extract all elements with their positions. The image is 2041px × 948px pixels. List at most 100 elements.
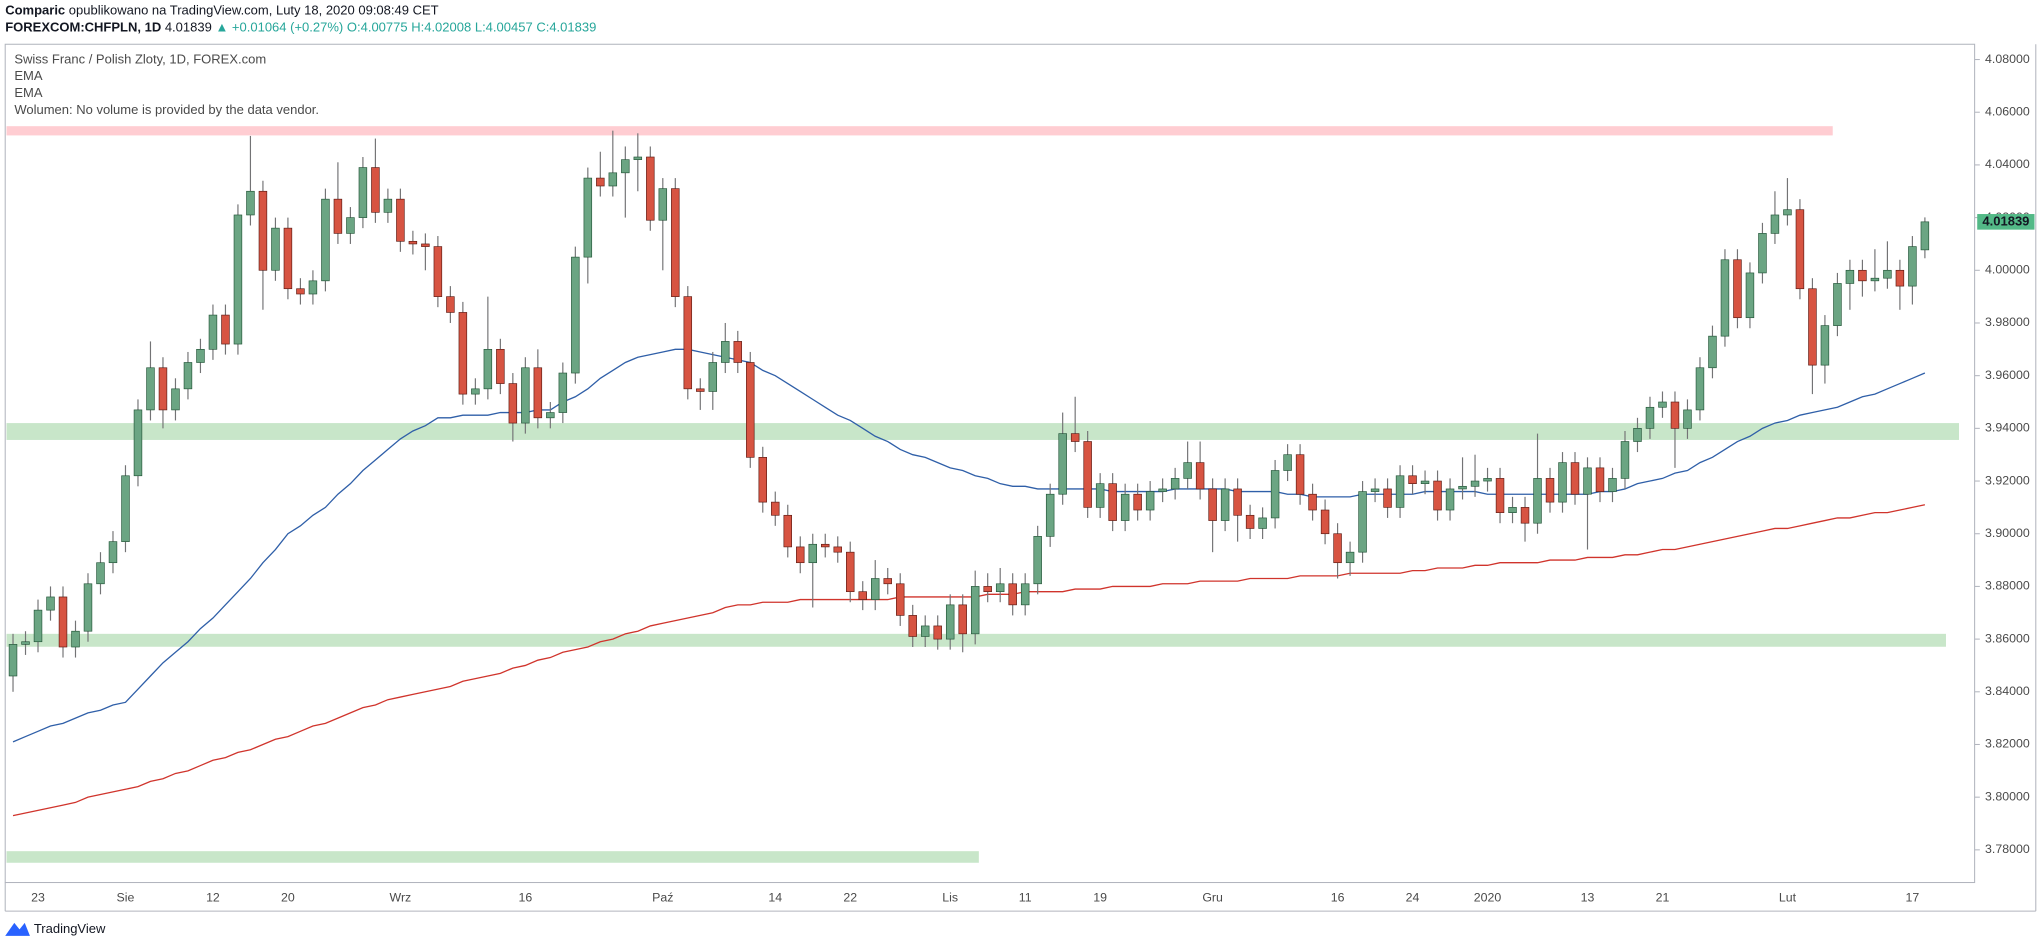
header-line-1: Comparic opublikowano na TradingView.com… (5, 3, 438, 18)
y-tick-label: 3.90000 (1985, 526, 2030, 540)
candle-body (121, 475, 130, 542)
candle-body (1395, 475, 1405, 508)
y-tick-label: 4.06000 (1985, 104, 2030, 118)
candle-body (621, 159, 630, 174)
candle-body (858, 591, 867, 600)
candle-body (33, 609, 43, 643)
y-tick-label: 3.92000 (1985, 473, 2030, 487)
price-zone (6, 126, 1833, 136)
x-tick-label: 16 (518, 890, 532, 904)
logo-icon (5, 922, 30, 936)
plot-frame (4, 43, 1976, 884)
candle-body (1770, 214, 1780, 234)
candle-body (1870, 277, 1880, 282)
candle-body (983, 586, 992, 593)
price-zone (6, 633, 1946, 647)
candle-body (158, 367, 168, 411)
candle-body (1808, 288, 1817, 366)
candle-body (83, 583, 93, 632)
candle-body (196, 348, 205, 363)
y-tick-label: 4.00000 (1985, 263, 2030, 277)
candle-body (233, 214, 243, 345)
ema-lines (12, 348, 1926, 817)
candle-body (583, 177, 593, 258)
candle-body (1845, 269, 1855, 284)
candle-body (1008, 583, 1017, 606)
axes: 3.78000 3.80000 3.82000 3.84000 3.86000 3.880… (31, 52, 2035, 904)
candle-body (1033, 536, 1042, 585)
candle-body (796, 546, 805, 564)
candle-body (1670, 401, 1680, 429)
candle-body (758, 457, 768, 503)
candle-body (646, 156, 655, 221)
candle-body (1833, 283, 1842, 326)
candle-body (658, 188, 668, 221)
x-tick-label: Sie (117, 890, 135, 904)
candle-body (1195, 462, 1205, 490)
x-tick-label: 19 (1093, 890, 1107, 904)
candle-body (433, 246, 443, 297)
candle-body (1058, 433, 1067, 495)
x-tick-label: 22 (843, 890, 857, 904)
legend-title: Swiss Franc / Polish Zloty, 1D, FOREX.co… (14, 51, 266, 66)
x-tick-label: 20 (281, 890, 295, 904)
candle-body (1370, 488, 1380, 492)
candle-body (1470, 480, 1480, 487)
x-tick-label: 16 (1331, 890, 1345, 904)
candle-body (533, 367, 543, 419)
candle-body (1795, 209, 1805, 290)
high: H:4.02008 (411, 20, 471, 35)
candle-body (558, 372, 568, 413)
candle-body (296, 288, 305, 295)
candle-body (483, 348, 493, 390)
candle-body (108, 541, 118, 564)
candle-body (1683, 409, 1692, 429)
candle-body (1458, 485, 1467, 490)
candle-body (1208, 488, 1217, 521)
y-tick-label: 3.94000 (1985, 421, 2030, 435)
zones (6, 126, 1959, 863)
candle-body (683, 296, 693, 390)
price-zone (6, 851, 979, 863)
candle-body (146, 367, 155, 411)
candle-body (1733, 259, 1742, 319)
header-line-2: FOREXCOM:CHFPLN, 1D 4.01839 ▲ +0.01064 (… (5, 20, 596, 35)
candle-body (321, 198, 330, 282)
x-tick-label: 14 (768, 890, 782, 904)
y-tick-label: 3.84000 (1985, 684, 2030, 698)
x-tick-label: 17 (1906, 890, 1920, 904)
candle-body (8, 644, 18, 677)
candle-body (821, 543, 830, 548)
candle-body (271, 227, 280, 271)
candle-body (1820, 325, 1830, 366)
candle-body (1220, 488, 1230, 521)
y-tick-label: 3.88000 (1985, 579, 2030, 593)
candle-body (521, 367, 530, 424)
candle-body (1520, 507, 1530, 524)
candle-body (1408, 475, 1417, 485)
candle-body (346, 217, 355, 234)
x-tick-label: 11 (1019, 890, 1032, 904)
candle-body (1383, 488, 1392, 508)
candle-body (846, 551, 855, 593)
ema-line (12, 348, 1926, 743)
candle-body (945, 604, 955, 640)
candle-body (21, 641, 30, 645)
candle-body (871, 578, 880, 600)
candle-body (1533, 478, 1542, 524)
candle-body (1620, 441, 1630, 479)
candle-body (1570, 462, 1580, 495)
candle-body (1495, 478, 1505, 513)
candle-body (908, 615, 917, 637)
y-tick-label: 3.96000 (1985, 368, 2030, 382)
candle-body (1658, 401, 1667, 408)
x-tick-label: Gru (1202, 890, 1223, 904)
candle-body (995, 583, 1005, 593)
published: opublikowano na TradingView.com, Luty 18… (69, 3, 439, 18)
legend-ema: EMA (14, 68, 43, 83)
candle-body (308, 280, 318, 295)
candle-body (283, 227, 293, 290)
candle-body (933, 625, 942, 640)
candle-body (746, 362, 755, 458)
